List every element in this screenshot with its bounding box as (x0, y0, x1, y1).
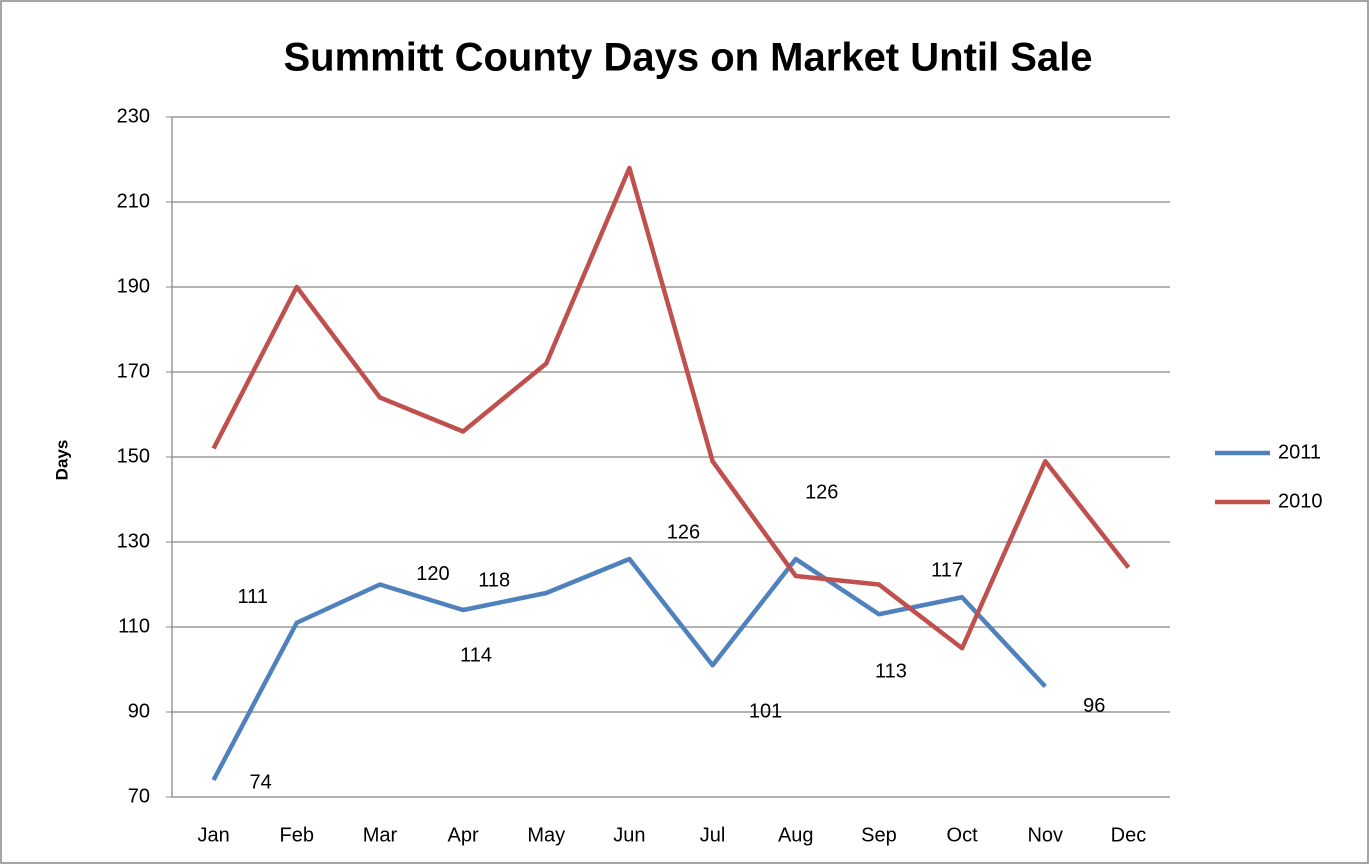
x-tick-label: Nov (1027, 824, 1063, 846)
y-tick-label: 170 (117, 360, 150, 382)
x-tick-label: Sep (861, 824, 897, 846)
x-tick-label: Jun (613, 824, 645, 846)
y-tick-label: 110 (118, 615, 150, 637)
data-label: 126 (667, 521, 700, 543)
y-axis-label: Days (52, 440, 71, 481)
x-tick-label: Apr (448, 824, 479, 846)
y-tick-label: 130 (117, 530, 150, 552)
data-label: 120 (416, 563, 449, 585)
x-tick-label: Dec (1111, 824, 1147, 846)
data-label: 126 (805, 481, 838, 503)
data-label: 114 (460, 644, 492, 666)
data-label: 101 (749, 701, 782, 723)
y-tick-label: 70 (128, 785, 150, 807)
legend-label: 2010 (1278, 490, 1323, 512)
x-tick-label: Jul (700, 824, 726, 846)
x-tick-label: Aug (778, 824, 814, 846)
x-tick-label: Feb (280, 824, 314, 846)
chart-title: Summitt County Days on Market Until Sale (283, 36, 1092, 80)
x-tick-label: Oct (947, 824, 979, 846)
data-label: 74 (249, 771, 271, 793)
y-tick-label: 90 (128, 700, 150, 722)
y-tick-label: 150 (117, 445, 150, 467)
x-tick-label: May (527, 824, 565, 846)
y-tick-label: 190 (117, 275, 150, 297)
data-label: 118 (478, 569, 510, 591)
data-label: 111 (238, 586, 268, 608)
x-tick-label: Jan (197, 824, 229, 846)
data-label: 96 (1083, 695, 1105, 717)
data-label: 117 (931, 560, 963, 582)
series-line (211, 165, 1131, 651)
y-tick-label: 210 (117, 190, 150, 212)
data-label: 113 (875, 661, 907, 683)
legend-label: 2011 (1278, 441, 1321, 463)
x-tick-label: Mar (363, 824, 398, 846)
y-tick-label: 230 (117, 105, 150, 127)
